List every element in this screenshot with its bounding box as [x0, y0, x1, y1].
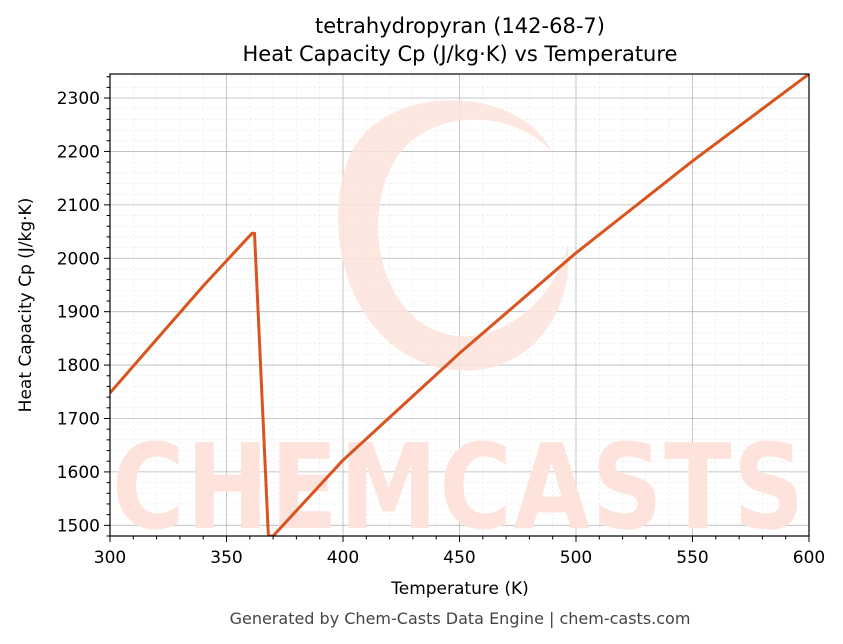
footer-credit: Generated by Chem-Casts Data Engine | ch… [230, 609, 691, 628]
y-tick-label: 1600 [57, 463, 100, 483]
y-axis-label: Heat Capacity Cp (J/kg·K) [16, 198, 36, 413]
y-tick-label: 2200 [57, 142, 100, 162]
y-tick-label: 1800 [57, 356, 100, 376]
x-tick-label: 450 [443, 548, 475, 568]
x-tick-label: 600 [793, 548, 825, 568]
y-tick-label: 2000 [57, 249, 100, 269]
x-tick-label: 300 [94, 548, 126, 568]
series-line-cp [110, 74, 809, 536]
chart-title: tetrahydropyran (142-68-7) [315, 14, 605, 38]
y-tick-label: 1500 [57, 516, 100, 536]
x-axis: 300 350 400 450 500 550 600 [94, 536, 825, 568]
watermark-text: CHEMCASTS [112, 418, 806, 556]
x-tick-label: 400 [327, 548, 359, 568]
chart-subtitle: Heat Capacity Cp (J/kg·K) vs Temperature [243, 42, 678, 66]
y-tick-label: 2100 [57, 196, 100, 216]
x-tick-label: 350 [210, 548, 242, 568]
y-tick-label: 1700 [57, 409, 100, 429]
x-tick-label: 550 [676, 548, 708, 568]
watermark: CHEMCASTS [112, 100, 806, 556]
y-tick-label: 2300 [57, 89, 100, 109]
x-axis-label: Temperature (K) [390, 579, 529, 599]
watermark-swirl-icon [338, 100, 569, 371]
x-tick-label: 500 [560, 548, 592, 568]
y-tick-label: 1900 [57, 303, 100, 323]
y-axis: 1500 1600 1700 1800 1900 2000 2100 2200 2300 [57, 76, 110, 537]
major-grid [109, 74, 810, 536]
